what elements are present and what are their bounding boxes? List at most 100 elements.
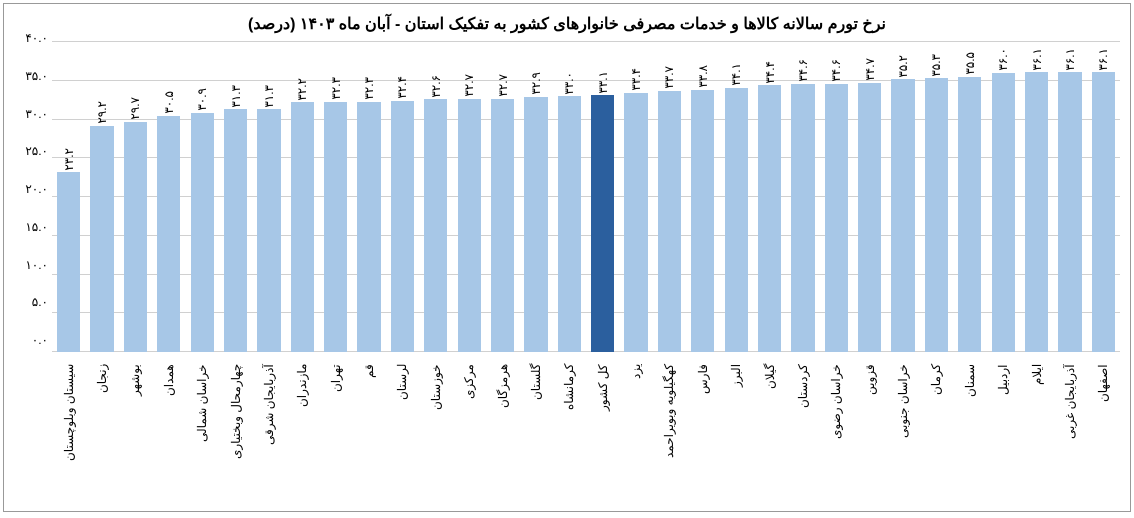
bar-value-label: ۳۶.۱: [1063, 48, 1077, 71]
bar: ۳۰.۵: [157, 116, 180, 352]
y-axis: ۰.۰۵.۰۱۰.۰۱۵.۰۲۰.۰۲۵.۰۳۰.۰۳۵.۰۴۰.۰: [10, 52, 48, 354]
x-tick-label: اصفهان: [1096, 364, 1110, 512]
bar-slot: ۲۳.۲: [52, 42, 85, 352]
x-label-slot: اصفهان: [1087, 364, 1120, 512]
bar-value-label: ۳۲.۴: [395, 76, 409, 99]
bar: ۳۲.۳: [357, 102, 380, 352]
bar-slot: ۳۲.۹: [519, 42, 552, 352]
bar: ۳۲.۷: [458, 99, 481, 352]
x-label-slot: فارس: [686, 364, 719, 512]
bar: ۳۳.۷: [658, 91, 681, 352]
x-label-slot: بوشهر: [119, 364, 152, 512]
x-label-slot: مازندران: [286, 364, 319, 512]
bar: ۳۲.۷: [491, 99, 514, 352]
y-tick-label: ۰.۰: [10, 333, 48, 347]
x-label-slot: قزوین: [853, 364, 886, 512]
bar-value-label: ۳۱.۳: [262, 85, 276, 108]
bar: ۳۴.۶: [825, 84, 848, 352]
bar-slot: ۳۲.۶: [419, 42, 452, 352]
x-tick-label: کرمان: [929, 364, 943, 512]
bar-slot: ۳۶.۰: [987, 42, 1020, 352]
bar-slot: ۳۴.۶: [786, 42, 819, 352]
bar-slot: ۳۳.۰: [553, 42, 586, 352]
bar: ۳۲.۳: [324, 102, 347, 352]
x-label-slot: البرز: [720, 364, 753, 512]
bar: ۳۴.۴: [758, 85, 781, 352]
bar: ۲۳.۲: [57, 172, 80, 352]
bar: ۳۲.۶: [424, 99, 447, 352]
bar-slot: ۳۲.۳: [319, 42, 352, 352]
x-label-slot: کهگیلویه وبویراحمد: [653, 364, 686, 512]
x-tick-label: مازندران: [295, 364, 309, 512]
bar-value-label: ۳۶.۱: [1096, 48, 1110, 71]
bar-slot: ۳۴.۴: [753, 42, 786, 352]
bar-value-label: ۳۳.۸: [696, 65, 710, 88]
plot-wrapper: ۲۳.۲ ۲۹.۲ ۲۹.۷ ۳۰.۵ ۳۰.۹ ۳۱.۳ ۳۱.۳ ۳۲.۲ ۳۲.۳ ۳۲.۳…: [52, 42, 1120, 352]
x-label-slot: آذربایجان غربی: [1053, 364, 1086, 512]
bar: ۳۲.۹: [524, 97, 547, 352]
x-label-slot: زنجان: [85, 364, 118, 512]
y-tick-label: ۱۰.۰: [10, 258, 48, 272]
bar-value-label: ۳۵.۵: [963, 52, 977, 75]
bar-slot: ۳۲.۲: [286, 42, 319, 352]
bar-value-label: ۳۴.۶: [829, 59, 843, 82]
bar-value-label: ۳۴.۶: [796, 59, 810, 82]
x-label-slot: قم: [352, 364, 385, 512]
bar-value-label: ۳۴.۴: [763, 61, 777, 84]
bar-slot: ۳۴.۶: [820, 42, 853, 352]
x-tick-label: آذربایجان شرقی: [262, 364, 276, 512]
bar: ۲۹.۲: [90, 126, 113, 352]
x-label-slot: لرستان: [386, 364, 419, 512]
bar-slot: ۳۲.۷: [453, 42, 486, 352]
bar: ۳۳.۰: [558, 96, 581, 352]
bar: ۳۶.۱: [1025, 72, 1048, 352]
x-tick-label: همدان: [162, 364, 176, 512]
x-label-slot: کل کشور: [586, 364, 619, 512]
bar-value-label: ۳۲.۲: [295, 78, 309, 101]
x-tick-label: آذربایجان غربی: [1063, 364, 1077, 512]
x-label-slot: یزد: [619, 364, 652, 512]
bar-value-label: ۲۳.۲: [62, 148, 76, 171]
x-tick-label: خراسان شمالی: [195, 364, 209, 512]
x-label-slot: گیلان: [753, 364, 786, 512]
x-label-slot: خراسان جنوبی: [886, 364, 919, 512]
bar-slot: ۳۵.۲: [886, 42, 919, 352]
bar-value-label: ۳۲.۷: [496, 74, 510, 97]
x-tick-label: خراسان جنوبی: [896, 364, 910, 512]
bar: ۳۶.۱: [1092, 72, 1115, 352]
bar-slot: ۳۳.۷: [653, 42, 686, 352]
x-tick-label: فارس: [696, 364, 710, 512]
x-label-slot: کرمان: [920, 364, 953, 512]
bar-value-label: ۳۱.۳: [229, 85, 243, 108]
bar-value-label: ۳۴.۷: [863, 58, 877, 81]
bar-slot: ۳۳.۴: [619, 42, 652, 352]
bar: ۳۶.۰: [992, 73, 1015, 352]
bar-value-label: ۳۶.۰: [996, 48, 1010, 71]
bar: ۳۲.۴: [391, 101, 414, 352]
chart-title: نرخ تورم سالانه کالاها و خدمات مصرفی خان…: [4, 4, 1130, 42]
bar-slot: ۳۵.۳: [920, 42, 953, 352]
y-tick-label: ۳۵.۰: [10, 69, 48, 83]
x-tick-label: بوشهر: [128, 364, 142, 512]
bar: ۳۰.۹: [191, 113, 214, 352]
bar-value-label: ۲۹.۷: [128, 97, 142, 120]
bar: ۳۳.۴: [624, 93, 647, 352]
y-tick-label: ۲۰.۰: [10, 182, 48, 196]
x-tick-label: تهران: [329, 364, 343, 512]
bar-value-label: ۲۹.۲: [95, 101, 109, 124]
bar: ۳۵.۳: [925, 78, 948, 352]
bar-value-label: ۳۲.۳: [362, 77, 376, 100]
bar-value-label: ۳۶.۱: [1030, 48, 1044, 71]
bar-value-label: ۳۲.۷: [462, 74, 476, 97]
bar-slot: ۳۶.۱: [1020, 42, 1053, 352]
x-tick-label: یزد: [629, 364, 643, 512]
bar-slot: ۳۲.۴: [386, 42, 419, 352]
bar-slot: ۳۱.۳: [252, 42, 285, 352]
bar: ۳۵.۲: [891, 79, 914, 352]
bar-slot: ۳۴.۱: [720, 42, 753, 352]
bar-value-label: ۳۵.۲: [896, 55, 910, 78]
x-label-slot: آذربایجان شرقی: [252, 364, 285, 512]
x-label-slot: سیستان وبلوچستان: [52, 364, 85, 512]
bar-slot: ۳۴.۷: [853, 42, 886, 352]
chart-container: نرخ تورم سالانه کالاها و خدمات مصرفی خان…: [3, 3, 1131, 512]
